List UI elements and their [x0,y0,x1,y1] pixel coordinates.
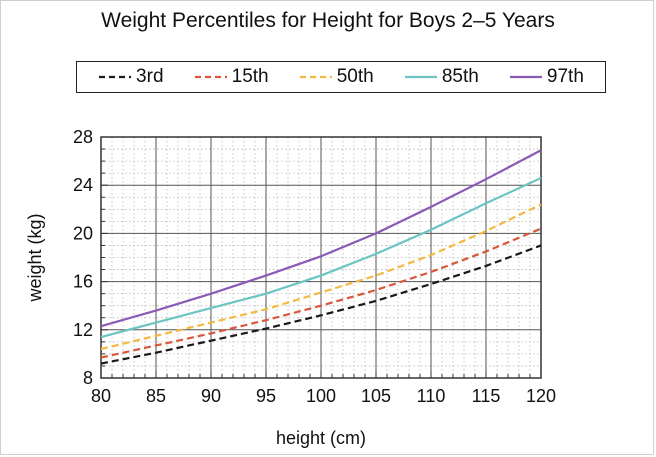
x-tick-label: 80 [91,386,111,406]
x-tick-label: 90 [201,386,221,406]
legend-swatch [194,75,227,79]
y-tick-label: 12 [73,320,93,340]
y-tick-label: 8 [83,368,93,388]
legend-swatch [404,75,437,79]
y-tick-label: 24 [73,175,93,195]
legend-label: 97th [546,66,584,87]
y-tick-label: 20 [73,223,93,243]
legend-item-50th: 50th [299,66,374,88]
x-tick-label: 105 [361,386,391,406]
legend-swatch [99,75,132,79]
y-tick-label: 28 [73,127,93,147]
x-tick-label: 110 [417,386,446,406]
legend-item-97th: 97th [509,66,584,88]
legend-swatch [509,75,542,79]
chart-title: Weight Percentiles for Height for Boys 2… [101,9,555,32]
legend-label: 15th [231,66,269,87]
legend-swatch [299,75,332,79]
x-tick-label: 100 [306,386,336,406]
x-axis-label: height (cm) [276,428,366,448]
chart-legend: 3rd 15th 50th 85th 97th [76,61,606,93]
legend-item-3rd: 3rd [98,66,164,88]
x-tick-label: 85 [146,386,166,406]
y-axis-label: weight (kg) [25,213,45,302]
series-line-3rd [100,244,542,365]
series-line-15th [100,227,542,359]
x-tick-label: 95 [256,386,276,406]
legend-item-15th: 15th [194,66,269,88]
legend-item-85th: 85th [404,66,479,88]
x-tick-label: 120 [526,386,556,406]
legend-label: 50th [336,66,374,87]
series-line-97th [100,149,542,328]
x-tick-label: 115 [472,386,501,406]
y-tick-label: 16 [73,272,93,292]
legend-label: 85th [441,66,479,87]
series-line-85th [100,176,542,339]
legend-label: 3rd [136,66,164,87]
